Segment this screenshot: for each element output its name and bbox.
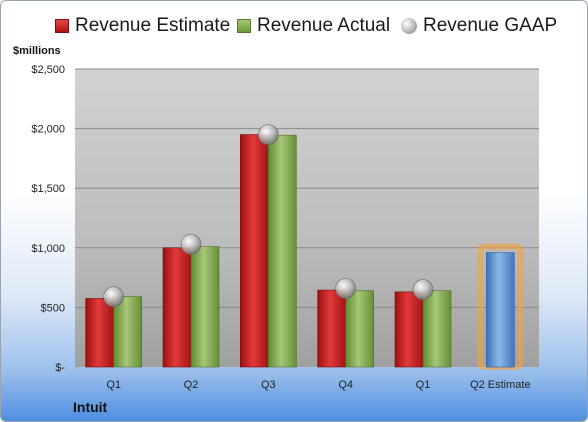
point-revenue-gaap (412, 279, 434, 300)
bar-revenue-estimate (162, 247, 192, 368)
point-revenue-gaap (180, 233, 202, 255)
legend-swatch-revenue-actual (237, 19, 251, 33)
point-revenue-gaap (335, 278, 356, 299)
legend-item-revenue-estimate: Revenue Estimate (55, 15, 230, 37)
bar-revenue-estimate (394, 291, 424, 368)
y-tick-label: $500 (41, 302, 65, 314)
bar-revenue-actual (345, 290, 374, 368)
bar-revenue-actual (190, 246, 220, 368)
x-tick-label: Q2 Estimate (470, 379, 531, 391)
bar-revenue-actual (422, 290, 452, 368)
y-tick-label: $2,500 (31, 64, 65, 76)
x-tick-label: Q3 (261, 379, 276, 391)
bar-revenue-estimate (317, 289, 346, 368)
point-revenue-gaap (258, 124, 279, 145)
legend-label-revenue-gaap: Revenue GAAP (423, 15, 558, 36)
y-tick-label: $- (55, 362, 65, 374)
legend-item-revenue-actual: Revenue Actual (237, 15, 390, 37)
legend-label-revenue-actual: Revenue Actual (257, 15, 391, 36)
x-tick-label: Q1 (106, 379, 121, 391)
legend-item-revenue-gaap: Revenue GAAP (401, 15, 557, 37)
bar-revenue-estimate-future (486, 252, 515, 368)
y-tick-label: $1,500 (31, 183, 65, 195)
y-tick-label: $2,000 (31, 124, 65, 136)
x-tick-label: Q1 (416, 379, 431, 391)
y-tick-label: $1,000 (31, 243, 65, 255)
legend: Revenue Estimate Revenue Actual Revenue … (1, 15, 587, 43)
point-revenue-gaap (103, 286, 124, 307)
legend-swatch-revenue-gaap (401, 18, 417, 34)
y-axis-unit-label: $millions (13, 45, 61, 57)
legend-swatch-revenue-estimate (55, 19, 69, 33)
company-label: Intuit (73, 399, 108, 415)
bar-revenue-estimate (85, 298, 114, 368)
bar-revenue-actual (268, 134, 297, 368)
legend-label-revenue-estimate: Revenue Estimate (75, 15, 231, 36)
bar-revenue-actual (113, 296, 142, 368)
bar-revenue-estimate (240, 134, 269, 368)
x-tick-label: Q4 (338, 379, 353, 391)
plot-area (75, 69, 539, 367)
x-tick-label: Q2 (184, 379, 199, 391)
